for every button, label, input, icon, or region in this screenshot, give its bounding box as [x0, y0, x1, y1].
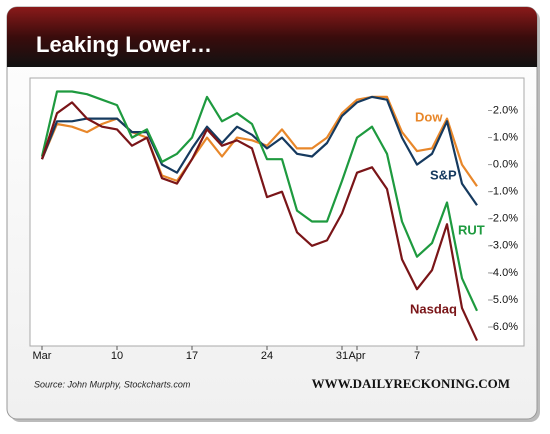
site-name: WWW.DAILYRECKONING.COM	[312, 376, 510, 391]
series-label: RUT	[458, 222, 485, 237]
y-tick-label: -4.0%	[489, 267, 518, 279]
x-tick-label: 10	[111, 350, 123, 362]
header-title: Leaking Lower…	[36, 32, 212, 57]
x-tick-label: 24	[261, 350, 273, 362]
x-tick-label: 7	[414, 350, 420, 362]
series-label: Dow	[415, 109, 443, 124]
y-tick-label: -1.0%	[489, 186, 518, 198]
x-tick-label: 17	[186, 350, 198, 362]
y-tick-label: -2.0%	[489, 213, 518, 225]
series-line	[40, 90, 478, 312]
source-note: Source: John Murphy, Stockcharts.com	[34, 379, 191, 389]
y-tick-label: -6.0%	[489, 321, 518, 333]
series-line	[40, 101, 478, 342]
y-tick-label: 1.0%	[493, 131, 518, 143]
y-tick-label: 2.0%	[493, 104, 518, 116]
x-tick-label: Mar	[33, 350, 52, 362]
x-tick-label: 31	[336, 350, 348, 362]
header-bar	[7, 7, 537, 67]
plot-panel	[29, 77, 525, 347]
series-label: S&P	[430, 167, 457, 182]
y-tick-label: -5.0%	[489, 294, 518, 306]
y-tick-label: -3.0%	[489, 240, 518, 252]
series-label: Nasdaq	[410, 301, 457, 316]
y-tick-label: 0.0%	[493, 159, 518, 171]
x-tick-label: Apr	[348, 350, 365, 362]
